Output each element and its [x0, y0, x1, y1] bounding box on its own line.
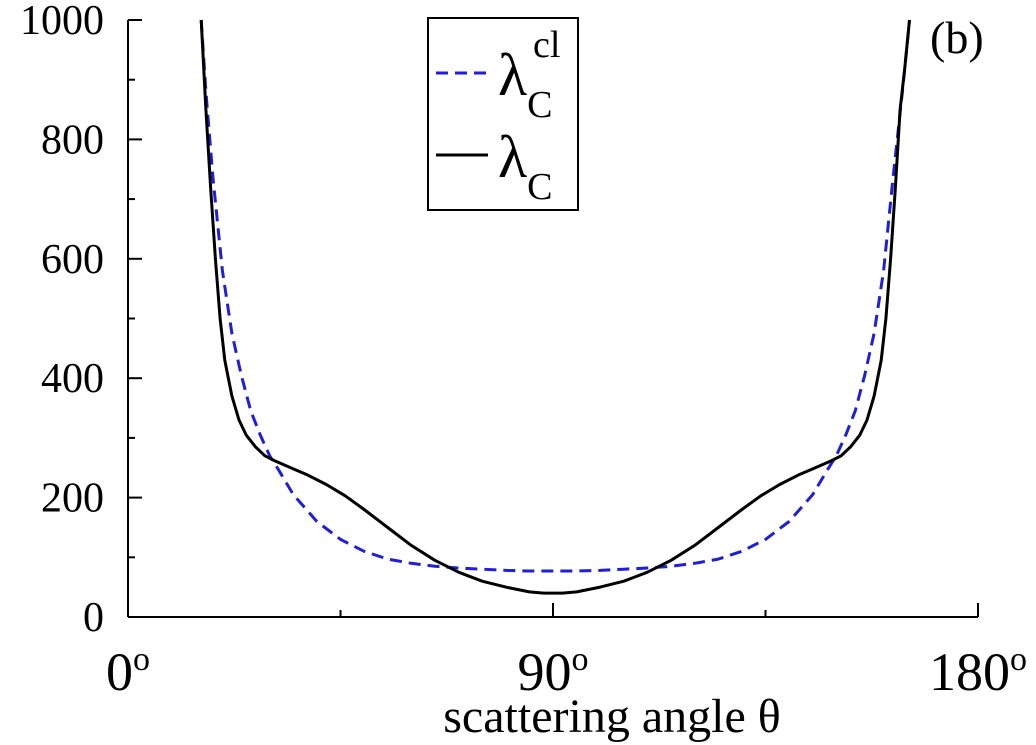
y-tick-label: 400: [41, 356, 104, 402]
legend-entry-2-symbol: λ: [498, 124, 527, 190]
x-tick-label: 180o: [929, 641, 1027, 702]
series-line-1: [199, 19, 911, 573]
legend: λC cl λC: [427, 17, 579, 211]
y-tick-label: 0: [83, 595, 104, 641]
x-axis-label: scattering angle θ: [443, 690, 781, 743]
x-ticks: 0o 90o 180o: [106, 603, 1027, 702]
legend-entry-2-subscript: C: [527, 166, 552, 208]
y-ticks: 0 200 400 600 800 1000: [20, 0, 142, 641]
x-tick-value: 0: [106, 642, 133, 702]
y-tick-label: 600: [41, 237, 104, 283]
x-tick-label: 90o: [518, 641, 589, 702]
panel-label: (b): [930, 12, 984, 63]
x-tick-value: 90: [518, 642, 572, 702]
legend-entry-2: λC: [498, 124, 552, 208]
x-tick-value: 180: [929, 642, 1010, 702]
y-tick-label: 800: [41, 117, 104, 163]
x-tick-label: 0o: [106, 641, 150, 702]
series-layer: [199, 19, 911, 595]
y-tick-label: 200: [41, 476, 104, 522]
legend-entry-1: λC: [498, 42, 552, 126]
legend-entry-1-subscript: C: [527, 84, 552, 126]
x-tick-degree: o: [572, 641, 589, 678]
x-tick-degree: o: [1010, 641, 1027, 678]
legend-entry-1-symbol: λ: [498, 42, 527, 108]
legend-box: [427, 17, 579, 211]
x-tick-degree: o: [133, 641, 150, 678]
legend-entry-1-superscript: cl: [533, 24, 560, 66]
y-tick-label: 1000: [20, 0, 104, 44]
series-line-2: [199, 19, 911, 595]
